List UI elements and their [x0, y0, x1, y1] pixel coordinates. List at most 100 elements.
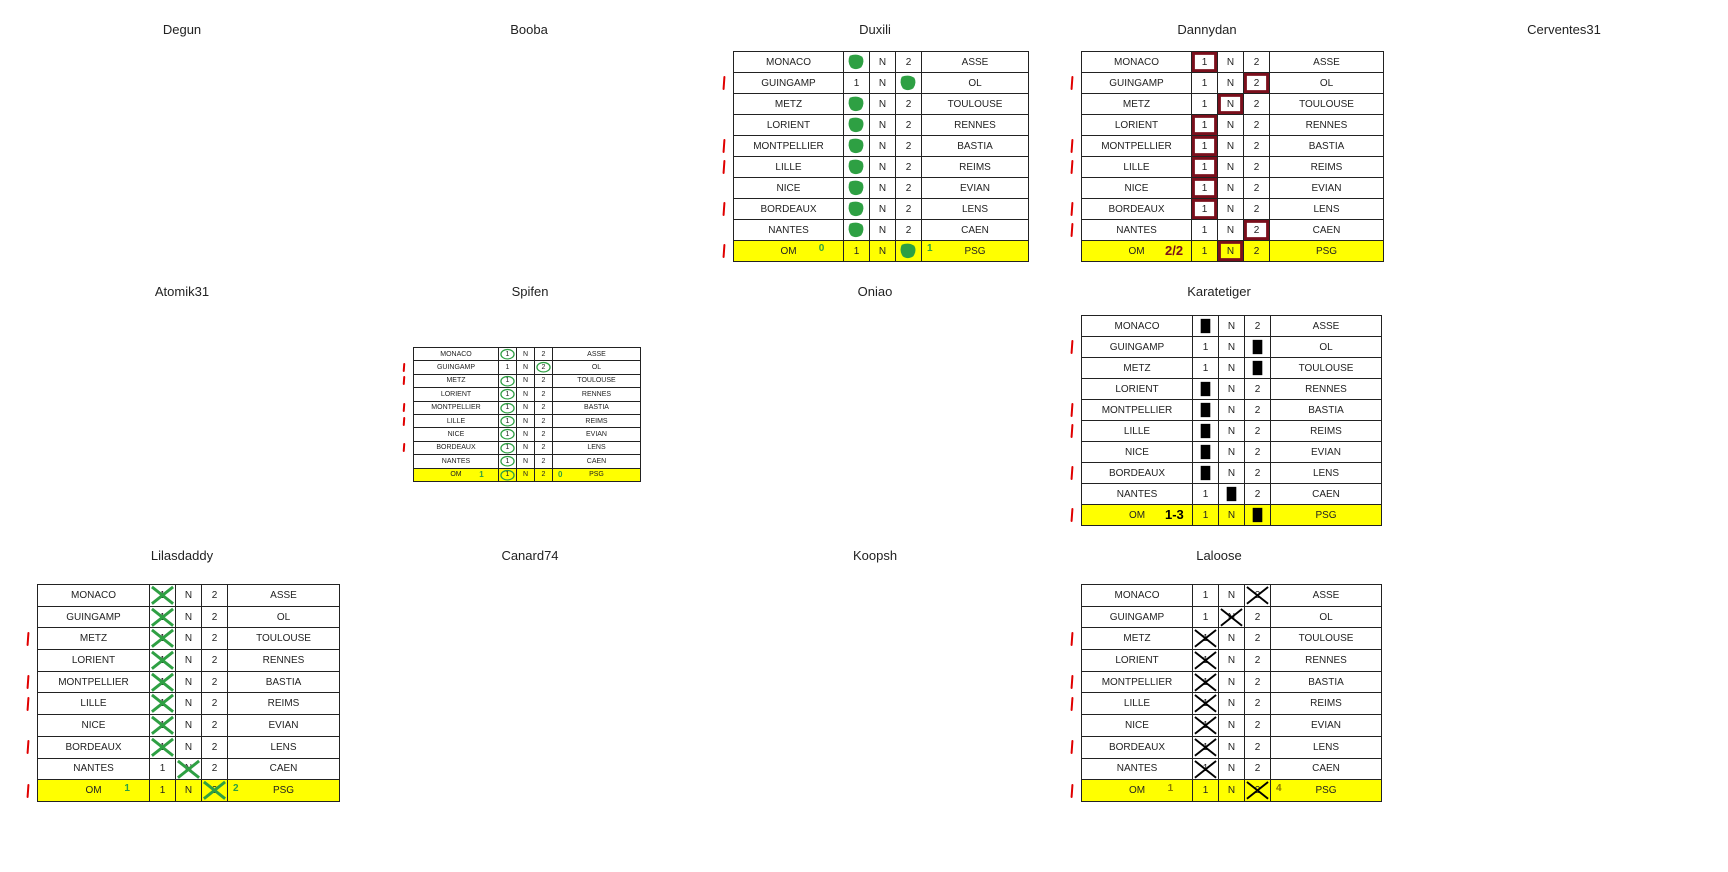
pick-n-cell: N: [516, 400, 535, 415]
tally-mark: [1070, 740, 1074, 755]
away-team-cell: LENS: [552, 440, 641, 456]
pick-mark: [500, 348, 515, 360]
away-team-cell: OL: [1270, 336, 1382, 358]
away-team-cell: EVIAN: [921, 177, 1029, 199]
pick-mark: [848, 159, 864, 175]
tally-mark: [1070, 160, 1074, 174]
tally-mark: [722, 139, 726, 153]
pick-mark: [1192, 136, 1217, 156]
home-team-cell: OM: [413, 467, 499, 482]
pick-mark: [1246, 586, 1269, 605]
home-team-cell: OM: [1081, 779, 1193, 802]
pick-2-cell: 2: [534, 373, 553, 389]
tally-mark: [1070, 675, 1074, 690]
pick-mark: [536, 362, 551, 373]
home-team-cell: LILLE: [1081, 420, 1193, 442]
pick-2-cell: 2: [895, 156, 922, 178]
pick-n-cell: N: [1218, 627, 1245, 651]
tally-mark: [402, 443, 406, 453]
away-team-cell: BASTIA: [1269, 135, 1384, 157]
pick-mark: [1200, 381, 1211, 397]
pick-1-cell: 1: [1192, 483, 1219, 505]
pick-2-cell: 2: [534, 467, 553, 482]
pick-n-cell: N: [869, 135, 896, 157]
pick-1-cell: 1: [1191, 156, 1218, 178]
tally-mark: [1070, 403, 1074, 417]
pick-1-cell: 1: [843, 198, 870, 220]
home-team-cell: MONACO: [733, 51, 844, 73]
pick-mark: [1192, 178, 1217, 198]
home-team-cell: LILLE: [413, 413, 499, 429]
pick-1-cell: 1: [843, 156, 870, 178]
pick-n-cell: N: [175, 757, 202, 781]
pick-2-cell: 2: [1244, 336, 1271, 358]
pick-2-cell: 2: [1244, 315, 1271, 337]
pick-n-cell: N: [1218, 357, 1245, 379]
pick-mark: [1246, 781, 1269, 800]
away-team-cell: ASSE: [1270, 315, 1382, 337]
pick-1-cell: 1: [1192, 336, 1219, 358]
away-team-cell: TOULOUSE: [1270, 357, 1382, 379]
pick-mark: [1252, 360, 1263, 376]
pick-n-cell: N: [1217, 177, 1244, 199]
pick-mark: [500, 469, 515, 481]
home-team-cell: MONTPELLIER: [733, 135, 844, 157]
pick-1-cell: 1: [1192, 692, 1219, 716]
player-name: Karatetiger: [1187, 284, 1251, 299]
pick-1-cell: 1: [1192, 627, 1219, 651]
pick-2-cell: 2: [534, 440, 553, 456]
pick-mark: [500, 389, 515, 400]
pick-2-cell: 2: [895, 51, 922, 73]
pick-2-cell: 2: [201, 649, 228, 672]
pick-1-cell: 1: [498, 454, 517, 469]
away-team-cell: OL: [1269, 72, 1384, 94]
pick-1-cell: 1: [843, 114, 870, 136]
away-team-cell: ASSE: [1270, 584, 1382, 607]
pick-n-cell: N: [1218, 735, 1245, 759]
pick-2-cell: 2: [1244, 357, 1271, 379]
pick-2-cell: 2: [1243, 198, 1270, 220]
home-team-cell: NICE: [1081, 714, 1193, 737]
pick-2-cell: 2: [1244, 584, 1271, 607]
tally-mark: [1070, 340, 1074, 354]
home-team-cell: GUINGAMP: [37, 605, 150, 629]
pick-n-cell: N: [1218, 462, 1245, 484]
away-team-cell: BASTIA: [552, 400, 641, 415]
pick-mark: [1200, 444, 1211, 460]
home-team-cell: METZ: [733, 93, 844, 115]
home-team-cell: NANTES: [1081, 219, 1192, 241]
pick-n-cell: N: [1217, 93, 1244, 115]
pick-2-cell: 2: [534, 400, 553, 415]
away-team-cell: EVIAN: [1270, 441, 1382, 463]
pick-2-cell: 2: [201, 757, 228, 781]
player-name: Canard74: [501, 548, 559, 563]
pick-mark: [1200, 465, 1211, 481]
pick-mark: [1220, 607, 1243, 627]
pick-2-cell: 2: [1244, 735, 1271, 759]
away-team-cell: LENS: [227, 735, 340, 759]
home-team-cell: BORDEAUX: [1081, 462, 1193, 484]
tally-mark: [1070, 202, 1074, 216]
tally-mark: [722, 76, 726, 90]
away-team-cell: PSG: [1269, 240, 1384, 262]
away-team-cell: BASTIA: [1270, 670, 1382, 694]
pick-n-cell: N: [1217, 114, 1244, 136]
away-team-cell: LENS: [1270, 735, 1382, 759]
tally-mark: [26, 631, 30, 646]
pick-n-cell: N: [1217, 72, 1244, 94]
pick-1-cell: 1: [149, 757, 176, 781]
